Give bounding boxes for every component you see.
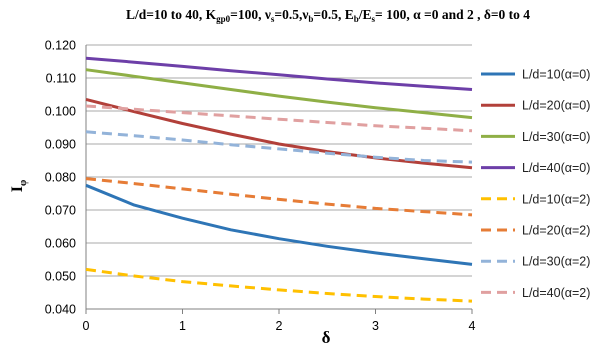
- legend-label: L/d=40(α=2): [522, 286, 590, 300]
- y-tick-labels: 0.040 0.050 0.060 0.070 0.080 0.090 0.100 0.110…: [45, 39, 76, 317]
- legend-label: L/d=30(α=0): [522, 130, 590, 144]
- legend-label: L/d=10(α=0): [522, 68, 590, 82]
- axes: [85, 45, 473, 314]
- legend-label: L/d=30(α=2): [522, 255, 590, 269]
- legend: L/d=10(α=0) L/d=20(α=0) L/d=30(α=0) L/d=40(…: [481, 68, 590, 300]
- x-tick-label: 4: [469, 319, 476, 333]
- y-axis-title: Iφ: [9, 180, 29, 192]
- series-line: L/d=30(α=0): [85, 68, 473, 120]
- series-line: L/d=40(α=0): [85, 56, 473, 91]
- y-tick-label: 0.080: [45, 171, 76, 185]
- legend-label: L/d=20(α=2): [522, 224, 590, 238]
- chart-title-part: b: [354, 14, 359, 24]
- x-tick-label: 3: [372, 319, 379, 333]
- y-axis-title-main: I: [9, 186, 26, 192]
- x-tick-label: 2: [276, 319, 283, 333]
- x-tick-labels: 0 1 2 3 4: [83, 319, 476, 333]
- y-tick-label: 0.050: [45, 270, 76, 284]
- y-tick-label: 0.100: [45, 105, 76, 119]
- chart-title-part: s: [372, 14, 376, 24]
- series-lines: L/d=10(α=0) L/d=20(α=0)L/d=30(α=0)L/d=40(…: [85, 56, 473, 303]
- series-line: L/d=40(α=2): [85, 104, 473, 133]
- chart-title-part: gp0: [216, 14, 231, 24]
- x-axis-title: δ: [322, 328, 331, 347]
- y-tick-label: 0.110: [46, 72, 76, 86]
- x-tick-label: 1: [179, 319, 186, 333]
- y-tick-label: 0.090: [45, 138, 76, 152]
- chart-title-part: /E: [358, 7, 372, 22]
- chart-title-part: =0.5, E: [313, 7, 353, 22]
- chart-title-part: L/d=10 to 40, K: [126, 7, 217, 22]
- chart-title-part: s: [271, 14, 275, 24]
- series-line: L/d=20(α=2): [85, 177, 473, 217]
- svg-text:Iφ: Iφ: [9, 180, 29, 192]
- series-line: L/d=30(α=2): [85, 130, 473, 164]
- series-line: L/d=10(α=2): [85, 267, 473, 303]
- chart-title-part: =0.5,ν: [274, 7, 308, 22]
- y-tick-label: 0.070: [45, 204, 76, 218]
- legend-label: L/d=20(α=0): [522, 99, 590, 113]
- chart-title: L/d=10 to 40, Kgp0=100, νs=0.5,νb=0.5, E…: [126, 7, 530, 24]
- legend-label: L/d=10(α=2): [522, 192, 590, 206]
- y-tick-label: 0.040: [45, 303, 76, 317]
- legend-label: L/d=40(α=0): [522, 161, 590, 175]
- y-axis-title-sub: φ: [18, 180, 29, 186]
- y-tick-label: 0.060: [45, 237, 76, 251]
- series-line: L/d=20(α=0): [85, 97, 473, 170]
- chart-title-part: = 100, α =0 and 2 , δ=0 to 4: [375, 7, 530, 22]
- series-line: L/d=10(α=0): [85, 183, 473, 266]
- chart-title-part: =100, ν: [230, 7, 271, 22]
- y-tick-label: 0.120: [45, 39, 76, 53]
- x-tick-label: 0: [83, 319, 90, 333]
- chart-title-part: b: [308, 14, 313, 24]
